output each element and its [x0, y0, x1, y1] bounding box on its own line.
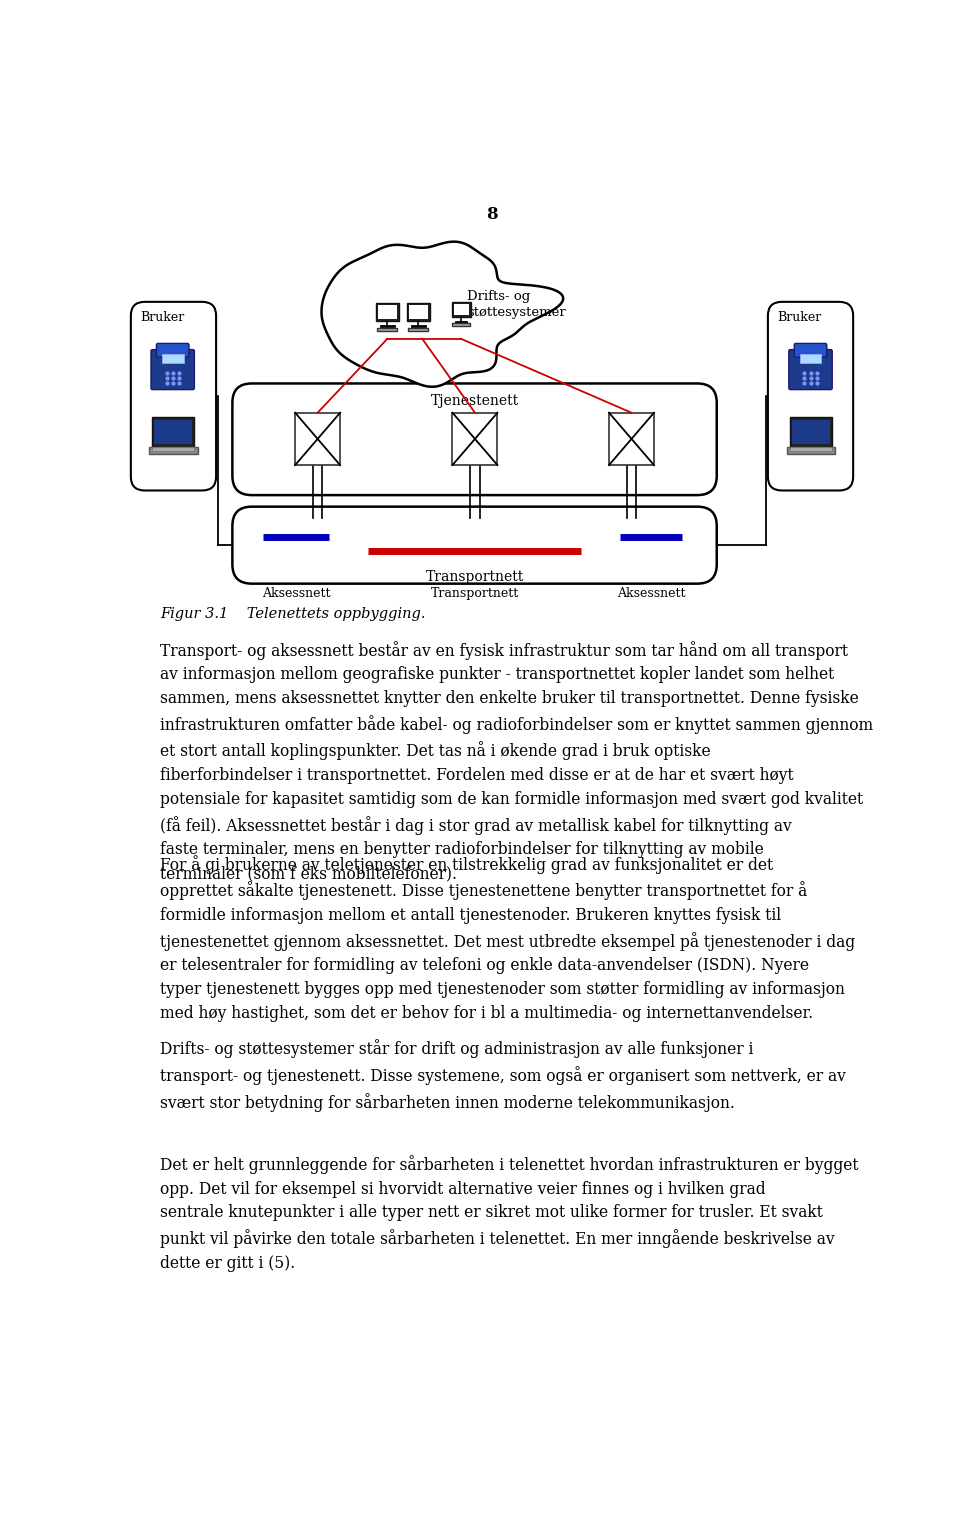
FancyBboxPatch shape — [789, 350, 832, 390]
Text: 8: 8 — [486, 206, 498, 223]
Text: Figur 3.1    Telenettets oppbygging.: Figur 3.1 Telenettets oppbygging. — [160, 607, 426, 621]
Text: Aksessnett: Aksessnett — [616, 587, 685, 599]
Bar — [609, 413, 654, 465]
FancyBboxPatch shape — [232, 507, 717, 584]
Text: Bruker: Bruker — [140, 311, 184, 323]
Text: Aksessnett: Aksessnett — [262, 587, 331, 599]
Bar — [789, 447, 832, 451]
Text: Drifts- og
støttesystemer: Drifts- og støttesystemer — [468, 290, 566, 319]
Text: Tjenestenett: Tjenestenett — [430, 394, 518, 408]
FancyBboxPatch shape — [156, 343, 189, 357]
Bar — [149, 447, 198, 454]
Bar — [792, 419, 829, 444]
Text: Bruker: Bruker — [778, 311, 822, 323]
FancyBboxPatch shape — [794, 343, 827, 357]
Bar — [789, 417, 832, 447]
Bar — [152, 417, 194, 447]
Text: For å gi brukerne av teletjenester en tilstrekkelig grad av funksjonalitet er de: For å gi brukerne av teletjenester en ti… — [160, 855, 855, 1023]
Text: Det er helt grunnleggende for sårbarheten i telenettet hvordan infrastrukturen e: Det er helt grunnleggende for sårbarhete… — [160, 1155, 859, 1272]
Bar — [155, 419, 192, 444]
Bar — [454, 303, 468, 314]
Text: Drifts- og støttesystemer står for drift og administrasjon av alle funksjoner i
: Drifts- og støttesystemer står for drift… — [160, 1040, 846, 1112]
Text: Transportnett: Transportnett — [425, 570, 524, 584]
Bar — [162, 354, 183, 363]
Bar — [452, 323, 469, 326]
FancyBboxPatch shape — [131, 302, 216, 490]
Polygon shape — [322, 242, 564, 387]
Text: Transport- og aksessnett består av en fysisk infrastruktur som tar hånd om all t: Transport- og aksessnett består av en fy… — [160, 641, 874, 882]
FancyBboxPatch shape — [232, 383, 717, 494]
Bar — [378, 305, 396, 319]
Bar — [407, 302, 430, 320]
Bar — [452, 302, 471, 317]
Bar — [377, 328, 397, 331]
FancyBboxPatch shape — [768, 302, 853, 490]
Text: Transportnett: Transportnett — [431, 587, 519, 599]
Bar — [408, 328, 428, 331]
Bar — [800, 354, 822, 363]
Bar — [452, 413, 497, 465]
Bar — [409, 305, 427, 319]
Bar — [152, 447, 194, 451]
Bar — [786, 447, 835, 454]
Bar — [375, 302, 399, 320]
Bar — [295, 413, 340, 465]
FancyBboxPatch shape — [151, 350, 194, 390]
